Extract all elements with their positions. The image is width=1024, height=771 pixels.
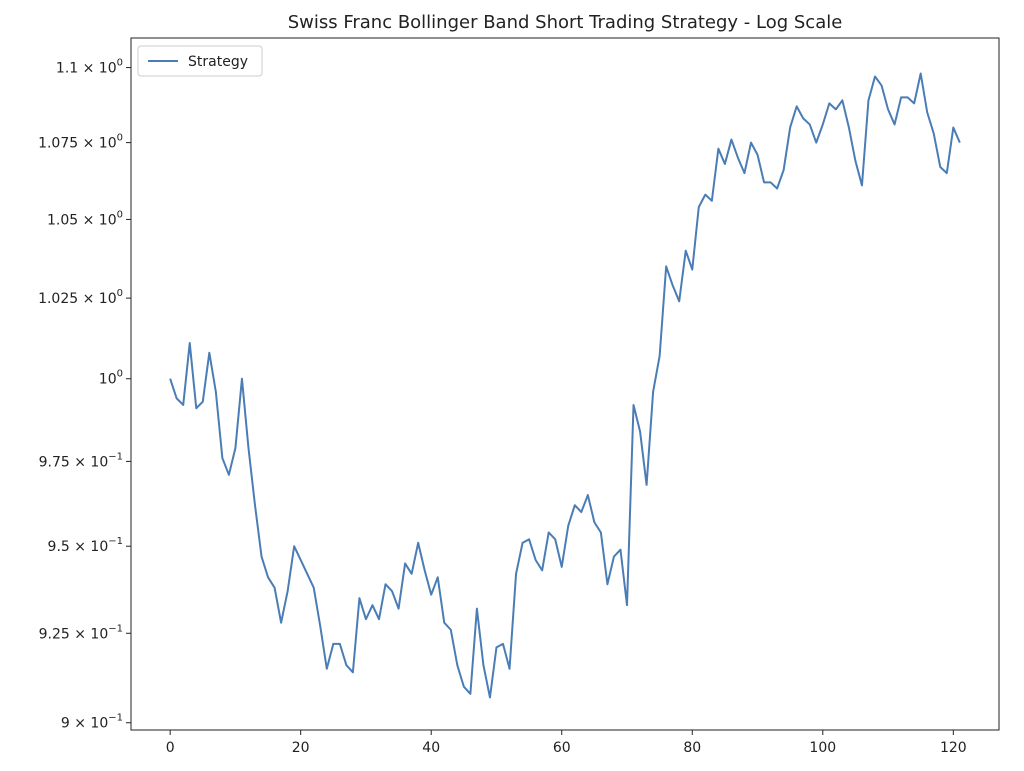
y-tick-label: 9.75 × 10−1 (39, 451, 123, 470)
plot-area (130, 37, 1000, 731)
chart-title: Swiss Franc Bollinger Band Short Trading… (288, 12, 843, 33)
y-tick-label: 9.5 × 10−1 (48, 536, 123, 555)
y-tick-label: 1.075 × 100 (38, 133, 123, 152)
x-tick-label: 120 (940, 740, 967, 756)
legend: Strategy (137, 45, 263, 77)
series-line-strategy (169, 72, 961, 699)
x-tick-label: 100 (809, 740, 836, 756)
y-axis: 9 × 10−1 9.25 × 10−1 9.5 × 10−1 9.75 × 10−1… (38, 58, 131, 732)
x-tick-label: 80 (683, 740, 701, 756)
y-tick-label: 9 × 10−1 (61, 713, 123, 732)
y-tick-label: 100 (99, 369, 123, 388)
x-tick-label: 60 (553, 740, 571, 756)
y-tick-label: 9.25 × 10−1 (39, 623, 123, 642)
x-tick-label: 0 (166, 740, 175, 756)
y-tick-label: 1.1 × 100 (56, 58, 123, 77)
y-tick-label: 1.05 × 100 (47, 209, 123, 228)
legend-box (137, 45, 263, 77)
y-tick-label: 1.025 × 100 (38, 288, 123, 307)
x-axis: 0 20 40 60 80 100 120 (166, 730, 967, 756)
plot-frame (130, 37, 1000, 731)
legend-label: Strategy (188, 54, 248, 70)
x-tick-label: 40 (422, 740, 440, 756)
x-tick-label: 20 (292, 740, 310, 756)
